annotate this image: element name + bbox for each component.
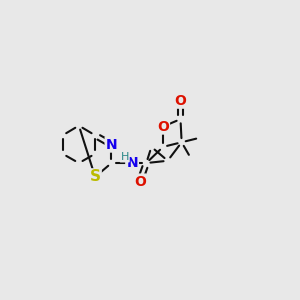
Text: H: H xyxy=(121,152,129,162)
Text: N: N xyxy=(106,138,117,152)
Text: O: O xyxy=(134,175,146,188)
Text: N: N xyxy=(126,156,138,170)
Text: O: O xyxy=(175,94,186,108)
Text: O: O xyxy=(157,120,169,134)
Text: S: S xyxy=(90,169,101,184)
